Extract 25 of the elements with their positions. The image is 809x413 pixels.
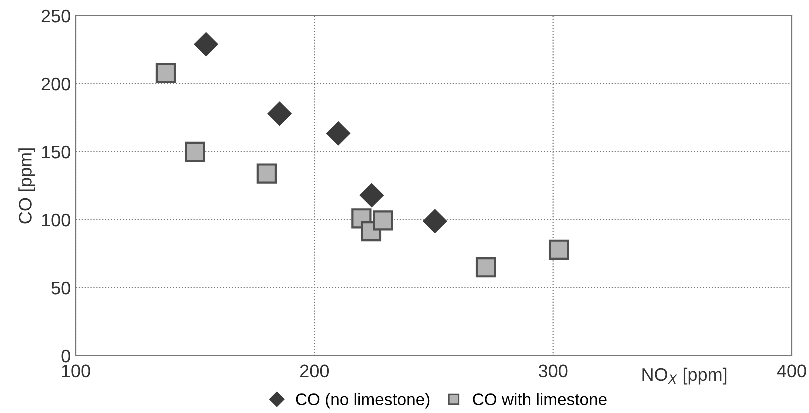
x-tick-label: 100 (62, 364, 90, 378)
point (423, 210, 448, 234)
y-tick-label: 150 (42, 146, 70, 159)
legend-label: CO (no limestone) (296, 393, 430, 409)
point (373, 210, 394, 231)
x-tick-label: 300 (538, 364, 568, 378)
y-tick-label: 50 (52, 282, 70, 295)
point (194, 32, 218, 56)
point (548, 240, 570, 260)
point (476, 258, 496, 278)
x-tick-label: 400 (777, 364, 806, 378)
y-tick-label: 100 (42, 214, 70, 227)
y-axis-title: CO [ppm] (18, 148, 36, 224)
x-tick-label: 200 (300, 364, 330, 378)
point (185, 142, 206, 162)
point (360, 184, 384, 208)
point (156, 63, 176, 84)
point (326, 122, 350, 146)
y-tick-label: 0 (62, 350, 70, 363)
x-axis-title: NO$_{X}$ [ppm] (642, 368, 727, 385)
y-tick-label: 200 (42, 78, 70, 91)
y-tick-label: 250 (42, 10, 70, 23)
legend-label: CO with limestone (473, 393, 607, 406)
point (268, 102, 292, 126)
point (256, 164, 278, 184)
